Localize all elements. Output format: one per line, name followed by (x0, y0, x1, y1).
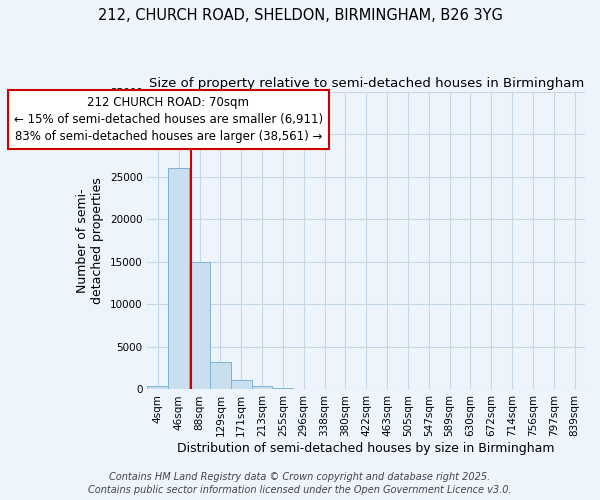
Bar (168, 168, 189, 390)
Bar (251, 386, 272, 390)
Bar (272, 388, 293, 390)
Text: 212 CHURCH ROAD: 70sqm
← 15% of semi-detached houses are smaller (6,911)
83% of : 212 CHURCH ROAD: 70sqm ← 15% of semi-det… (14, 96, 323, 143)
Bar (293, 389, 314, 390)
Bar (189, 262, 210, 390)
Bar (210, 362, 231, 390)
Text: 212, CHURCH ROAD, SHELDON, BIRMINGHAM, B26 3YG: 212, CHURCH ROAD, SHELDON, BIRMINGHAM, B… (98, 8, 502, 22)
X-axis label: Distribution of semi-detached houses by size in Birmingham: Distribution of semi-detached houses by … (178, 442, 555, 455)
Text: Contains HM Land Registry data © Crown copyright and database right 2025.
Contai: Contains HM Land Registry data © Crown c… (88, 472, 512, 495)
Y-axis label: Number of semi-
detached properties: Number of semi- detached properties (76, 177, 104, 304)
Title: Size of property relative to semi-detached houses in Birmingham: Size of property relative to semi-detach… (149, 78, 584, 90)
Bar (231, 380, 251, 390)
Bar (148, 386, 168, 390)
